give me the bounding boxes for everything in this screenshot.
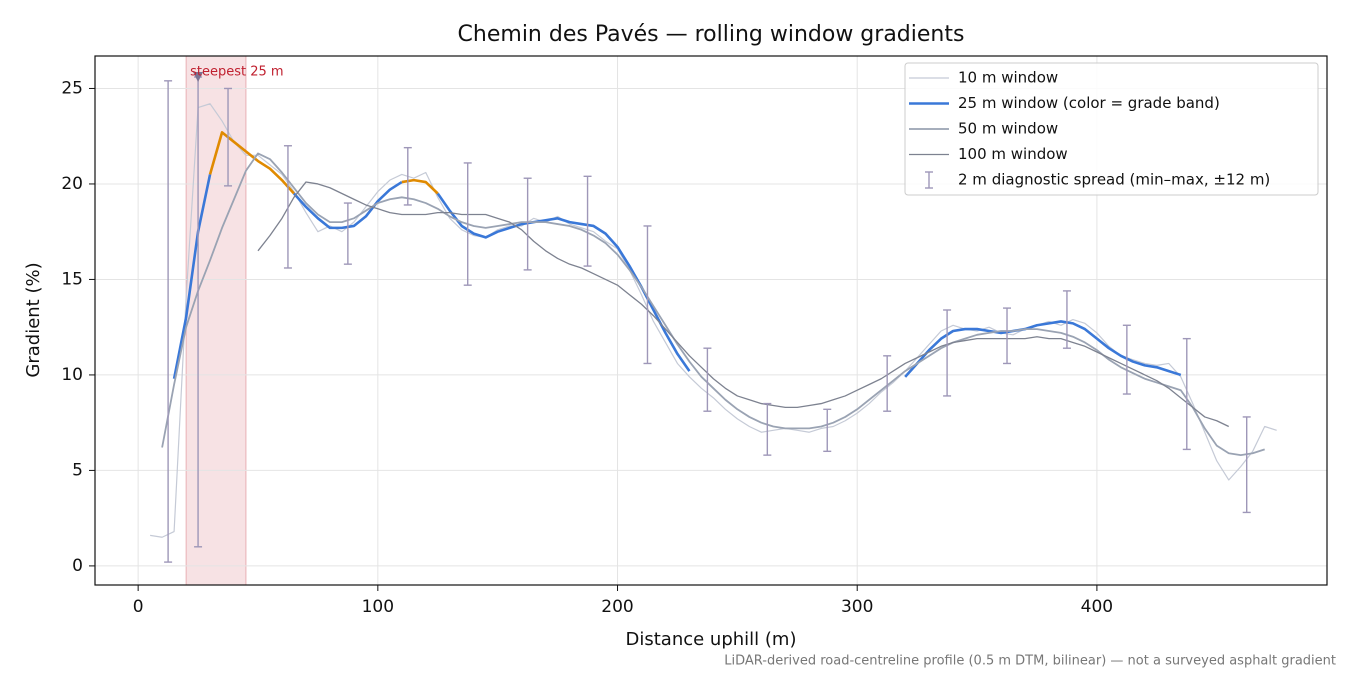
x-tick-label: 200: [601, 597, 633, 617]
error-bar: [463, 162, 472, 286]
error-bar: [523, 177, 532, 271]
error-bar: [1182, 337, 1191, 451]
error-bar: [1062, 290, 1071, 349]
y-tick-label: 15: [61, 269, 83, 289]
x-axis-label: Distance uphill (m): [626, 629, 797, 650]
error-bar: [1003, 307, 1012, 365]
error-bar: [1122, 324, 1131, 395]
x-tick-label: 300: [841, 597, 873, 617]
y-tick-label: 20: [61, 174, 83, 194]
line-series: [904, 320, 1182, 378]
line-series: [150, 103, 1277, 538]
legend-label: 2 m diagnostic spread (min–max, ±12 m): [958, 171, 1270, 189]
x-tick-label: 100: [362, 597, 394, 617]
legend-label: 100 m window: [958, 145, 1068, 163]
plot-frame: [94, 55, 1328, 586]
error-bar: [703, 347, 712, 412]
error-bar: [283, 145, 292, 269]
error-bar: [943, 309, 952, 397]
legend-label: 25 m window (color = grade band): [958, 94, 1220, 112]
legend-label: 10 m window: [958, 69, 1058, 87]
error-bar: [823, 408, 832, 453]
y-axis-label: Gradient (%): [23, 262, 44, 377]
legend-box: [904, 62, 1319, 196]
error-bar: [643, 225, 652, 365]
annotation-text: steepest 25 m: [190, 65, 283, 80]
footnote: LiDAR-derived road-centreline profile (0…: [724, 654, 1336, 669]
y-tick-label: 5: [72, 460, 83, 480]
x-tick-label: 0: [133, 597, 144, 617]
line-series: [161, 152, 1265, 457]
error-bar: [224, 87, 233, 187]
line-series: [436, 192, 691, 372]
line-series: [172, 174, 212, 379]
error-bar: [1242, 416, 1251, 514]
error-bar: [583, 175, 592, 267]
y-tick-label: 0: [72, 556, 83, 576]
line-series: [208, 131, 295, 195]
y-tick-label: 25: [61, 78, 83, 98]
error-bar: [883, 355, 892, 412]
legend-label: 50 m window: [958, 120, 1058, 138]
chart-title: Chemin des Pavés — rolling window gradie…: [458, 22, 965, 47]
annotation-marker: [193, 72, 204, 83]
y-tick-label: 10: [61, 365, 83, 385]
error-bar: [403, 146, 412, 206]
error-bar: [763, 402, 772, 456]
error-bar: [343, 202, 352, 265]
error-bar: [164, 80, 173, 563]
line-series: [257, 181, 1230, 428]
x-tick-label: 400: [1081, 597, 1113, 617]
highlight-span: [185, 55, 247, 586]
